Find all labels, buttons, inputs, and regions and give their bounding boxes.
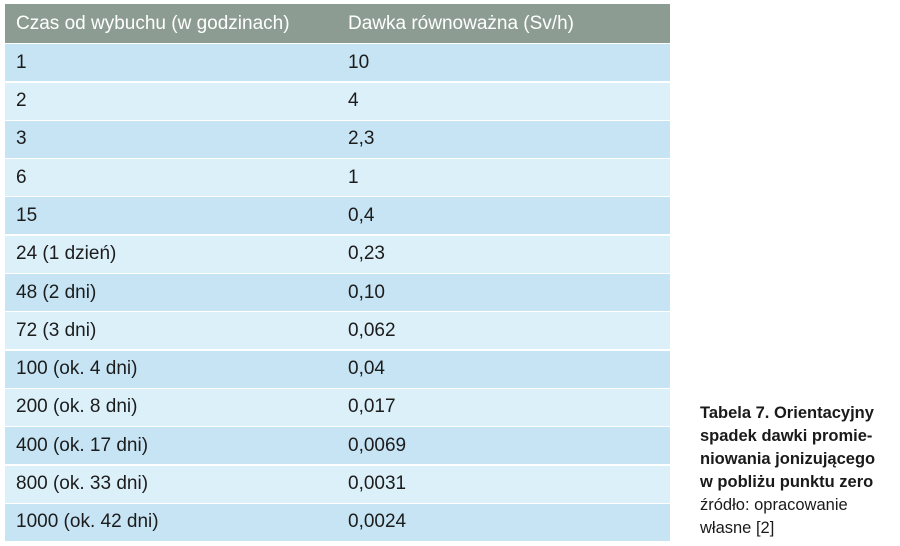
table-row: 72 (3 dni) 0,062 — [5, 312, 670, 350]
cell-dose: 0,0069 — [348, 434, 407, 456]
cell-dose: 1 — [348, 166, 359, 188]
cell-time: 1 — [16, 51, 27, 73]
caption-title-line: w pobliżu punktu zero — [700, 473, 874, 491]
cell-time: 3 — [16, 128, 27, 150]
caption-title-line: spadek dawki promie- — [700, 427, 873, 445]
table-row: 800 (ok. 33 dni) 0,0031 — [5, 465, 670, 503]
cell-time: 1000 (ok. 42 dni) — [16, 511, 159, 533]
cell-dose: 0,4 — [348, 204, 375, 226]
cell-time: 100 (ok. 4 dni) — [16, 358, 138, 380]
caption-title-line: Tabela 7. Orientacyjny — [700, 404, 874, 422]
cell-dose: 0,23 — [348, 243, 385, 265]
cell-time: 24 (1 dzień) — [16, 243, 117, 265]
table-row: 15 0,4 — [5, 197, 670, 235]
cell-dose: 4 — [348, 90, 359, 112]
table-body: 1 10 2 4 3 2,3 6 1 15 0,4 24 (1 dzień) 0,23 48 (2 dn… — [5, 44, 670, 541]
cell-dose: 2,3 — [348, 128, 375, 150]
caption-title-line: niowania jonizującego — [700, 450, 876, 468]
table-caption: Tabela 7. Orientacyjny spadek dawki prom… — [700, 402, 898, 540]
table-row: 1000 (ok. 42 dni) 0,0024 — [5, 503, 670, 541]
caption-source-line: własne [2] — [700, 519, 775, 537]
caption-title: Tabela 7. Orientacyjny spadek dawki prom… — [700, 402, 898, 494]
caption-source-line: źródło: opracowanie — [700, 496, 848, 514]
cell-time: 15 — [16, 204, 38, 226]
header-dose: Dawka równoważna (Sv/h) — [348, 12, 574, 34]
header-time: Czas od wybuchu (w godzinach) — [16, 12, 290, 34]
cell-dose: 0,0024 — [348, 511, 407, 533]
cell-dose: 0,0031 — [348, 473, 407, 495]
cell-dose: 0,017 — [348, 396, 396, 418]
cell-dose: 0,04 — [348, 358, 385, 380]
cell-time: 48 (2 dni) — [16, 281, 97, 303]
cell-time: 2 — [16, 90, 27, 112]
table-row: 48 (2 dni) 0,10 — [5, 274, 670, 312]
cell-time: 800 (ok. 33 dni) — [16, 473, 149, 495]
table-row: 200 (ok. 8 dni) 0,017 — [5, 388, 670, 426]
cell-time: 6 — [16, 166, 27, 188]
table-row: 1 10 — [5, 44, 670, 82]
cell-time: 400 (ok. 17 dni) — [16, 434, 149, 456]
cell-time: 72 (3 dni) — [16, 319, 97, 341]
table-row: 100 (ok. 4 dni) 0,04 — [5, 350, 670, 388]
cell-dose: 0,062 — [348, 319, 396, 341]
cell-dose: 10 — [348, 51, 370, 73]
table-header: Czas od wybuchu (w godzinach) Dawka równ… — [5, 4, 670, 43]
table-row: 3 2,3 — [5, 120, 670, 158]
dose-table: Czas od wybuchu (w godzinach) Dawka równ… — [5, 4, 670, 541]
caption-source: źródło: opracowanie własne [2] — [700, 494, 898, 540]
cell-dose: 0,10 — [348, 281, 385, 303]
cell-time: 200 (ok. 8 dni) — [16, 396, 138, 418]
table-row: 24 (1 dzień) 0,23 — [5, 235, 670, 273]
table-row: 400 (ok. 17 dni) 0,0069 — [5, 427, 670, 465]
